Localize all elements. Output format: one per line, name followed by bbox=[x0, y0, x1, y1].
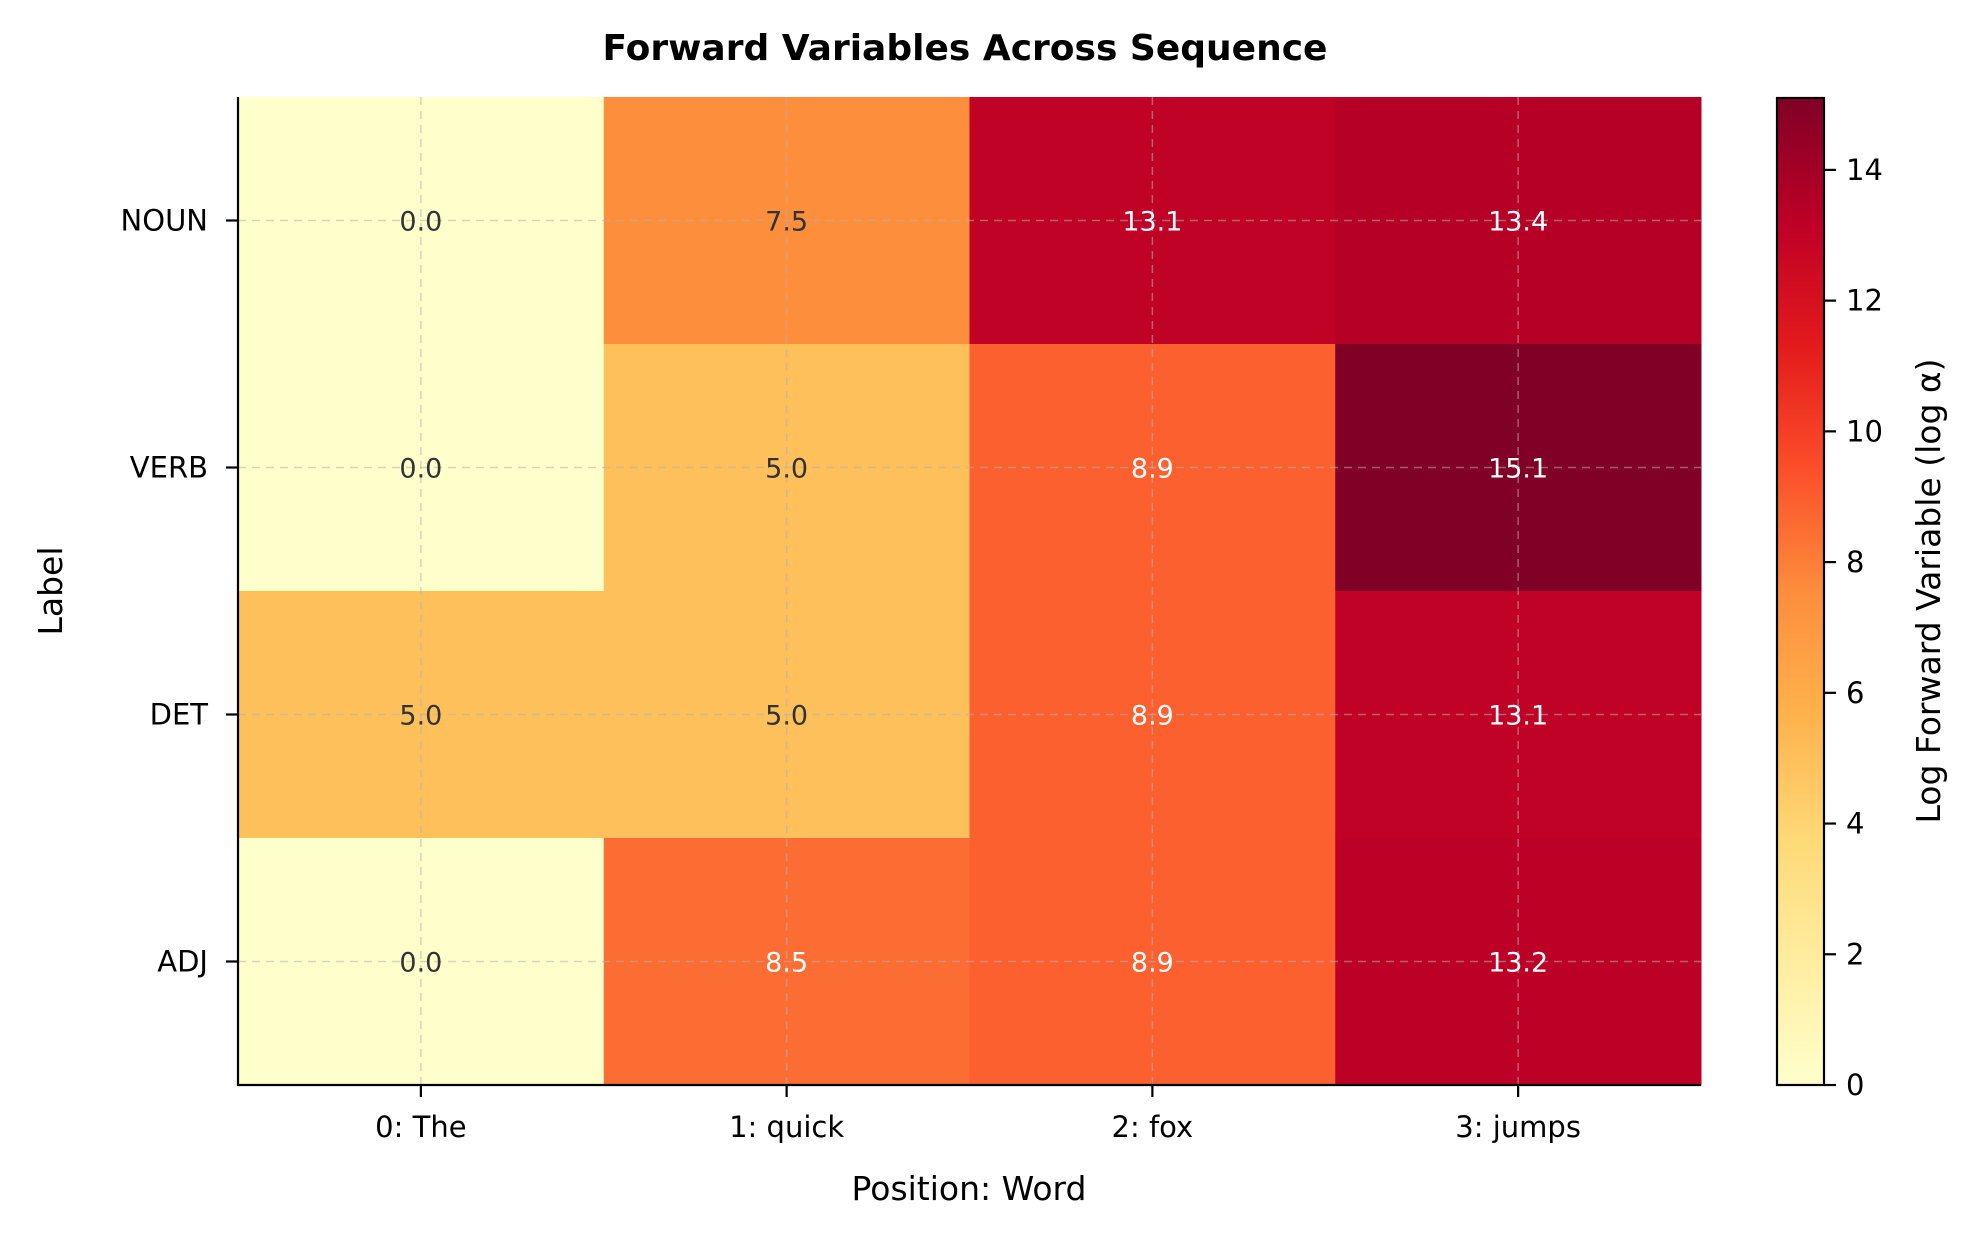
colorbar-tick-label: 12 bbox=[1846, 284, 1883, 318]
cell-value-label: 5.0 bbox=[765, 454, 808, 485]
cell-value-label: 5.0 bbox=[399, 701, 442, 732]
x-tick-label: 3: jumps bbox=[1455, 1110, 1581, 1144]
cell-value-label: 13.1 bbox=[1122, 207, 1182, 238]
cell-value-label: 0.0 bbox=[399, 948, 442, 979]
colorbar-tick-label: 6 bbox=[1846, 676, 1864, 710]
cell-value-label: 13.1 bbox=[1488, 701, 1548, 732]
x-tick-label: 1: quick bbox=[729, 1110, 844, 1144]
grid-lines bbox=[238, 97, 1701, 1085]
colorbar-tick-label: 2 bbox=[1846, 937, 1864, 971]
cell-value-label: 0.0 bbox=[399, 207, 442, 238]
y-axis-label: Label bbox=[31, 546, 70, 635]
cell-value-label: 15.1 bbox=[1488, 454, 1548, 485]
colorbar-tick-label: 10 bbox=[1846, 414, 1883, 448]
x-tick-label: 2: fox bbox=[1112, 1110, 1194, 1144]
y-tick-label: NOUN bbox=[121, 204, 208, 238]
cell-value-label: 5.0 bbox=[765, 701, 808, 732]
y-tick-label: ADJ bbox=[157, 945, 208, 979]
x-tick-label: 0: The bbox=[375, 1110, 466, 1144]
cell-value-label: 0.0 bbox=[399, 454, 442, 485]
colorbar-tick-label: 14 bbox=[1846, 153, 1883, 187]
x-axis-label: Position: Word bbox=[852, 1169, 1087, 1208]
heatmap-cells bbox=[238, 97, 1702, 1086]
cell-value-label: 13.4 bbox=[1488, 207, 1548, 238]
colorbar-tick-label: 4 bbox=[1846, 807, 1864, 841]
x-axis-ticks: 0: The 1: quick 2: fox 3: jumps bbox=[375, 1085, 1581, 1144]
cell-value-labels: 0.0 7.5 13.1 13.4 0.0 5.0 8.9 15.1 5.0 5.0 8.9 13.1… bbox=[399, 207, 1548, 979]
cell-value-label: 8.9 bbox=[1131, 948, 1174, 979]
colorbar-label: Log Forward Variable (log α) bbox=[1909, 358, 1948, 823]
cell-value-label: 8.9 bbox=[1131, 454, 1174, 485]
cell-value-label: 7.5 bbox=[765, 207, 808, 238]
plot-spines bbox=[236, 97, 1701, 1087]
colorbar-tick-label: 8 bbox=[1846, 545, 1864, 579]
y-tick-label: DET bbox=[150, 698, 209, 732]
cell-value-label: 8.5 bbox=[765, 948, 808, 979]
colorbar bbox=[1775, 96, 1826, 1087]
cell-value-label: 8.9 bbox=[1131, 701, 1174, 732]
chart-title: Forward Variables Across Sequence bbox=[603, 28, 1328, 69]
colorbar-tick-label: 0 bbox=[1846, 1068, 1864, 1102]
y-axis-ticks: NOUN VERB DET ADJ bbox=[121, 204, 238, 979]
y-tick-label: VERB bbox=[130, 451, 208, 485]
colorbar-ticks: 0 2 4 6 8 10 12 14 bbox=[1824, 153, 1883, 1102]
cell-value-label: 13.2 bbox=[1488, 948, 1548, 979]
